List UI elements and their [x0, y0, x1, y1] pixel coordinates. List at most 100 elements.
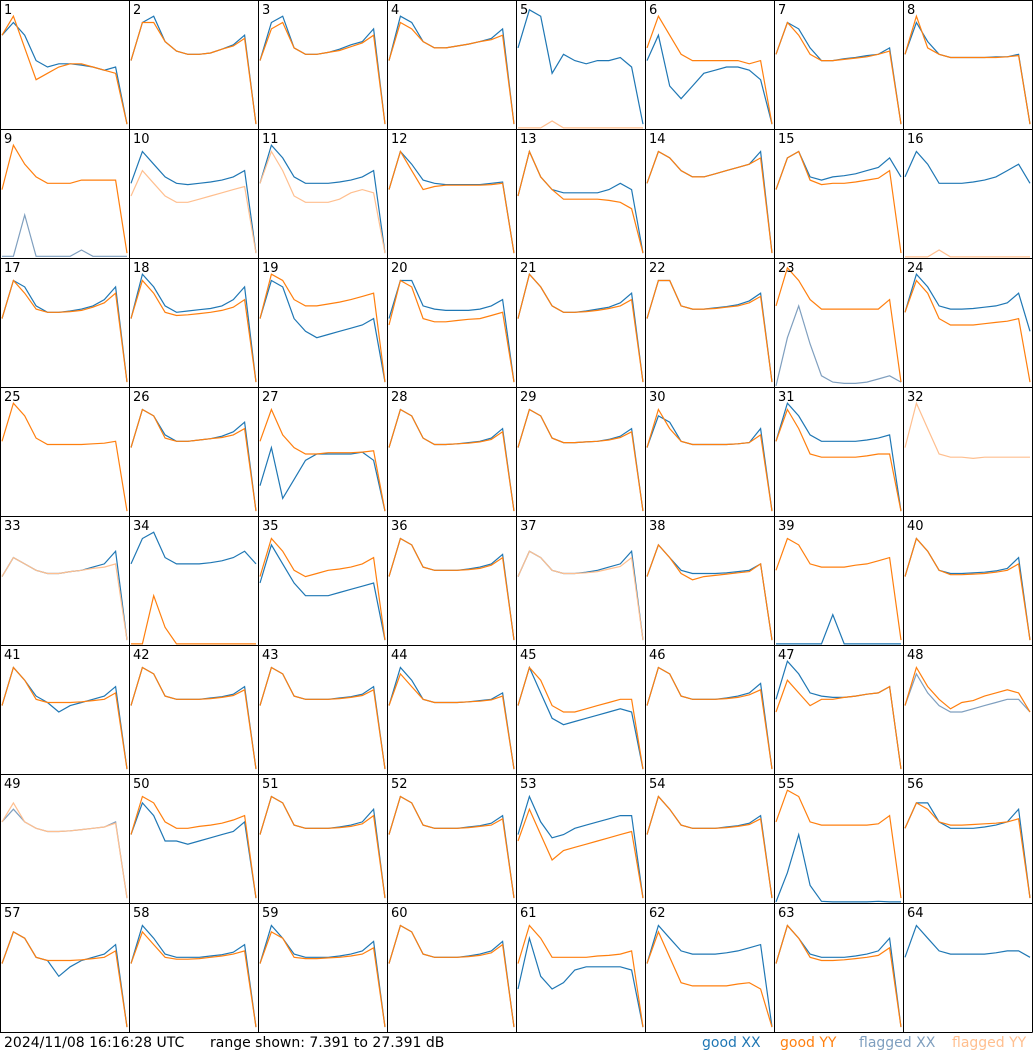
- spectrum-line: [776, 613, 901, 645]
- panel: 52: [388, 777, 515, 899]
- spectrum-line: [130, 801, 257, 899]
- panel: 22: [646, 261, 773, 383]
- spectrum-line: [904, 272, 1031, 332]
- panel-label: 54: [649, 777, 666, 792]
- panel: 49: [1, 777, 128, 899]
- panel: 13: [517, 132, 644, 254]
- panel-label: 43: [262, 648, 279, 663]
- panel-label: 15: [778, 132, 795, 147]
- panel-label: 4: [391, 3, 399, 18]
- spectrum-line: [1, 14, 128, 125]
- panel-label: 60: [391, 906, 408, 921]
- panel-label: 23: [778, 261, 795, 276]
- spectrum-line: [259, 543, 386, 641]
- panel: 18: [130, 261, 257, 383]
- panel-label: 27: [262, 390, 279, 405]
- spectrum-line: [130, 531, 257, 565]
- spectrum-line: [904, 401, 1030, 460]
- spectrum-line: [775, 924, 902, 1028]
- panel-label: 1: [4, 3, 12, 18]
- panel-label: 41: [4, 648, 21, 663]
- panel: 12: [388, 132, 515, 254]
- panel-label: 40: [907, 519, 924, 534]
- spectrum-line: [1, 666, 128, 770]
- spectrum-line: [904, 537, 1031, 641]
- panel: 42: [130, 648, 257, 770]
- panel-label: 6: [649, 3, 657, 18]
- spectrum-line: [130, 279, 257, 383]
- spectrum-line: [517, 666, 644, 770]
- panel-label: 52: [391, 777, 408, 792]
- panel-label: 14: [649, 132, 666, 147]
- panel: 28: [388, 390, 515, 512]
- spectrum-line: [904, 150, 1031, 184]
- panel-label: 44: [391, 648, 408, 663]
- panel: 6: [646, 3, 773, 125]
- spectrum-line: [646, 543, 773, 641]
- spectrum-line: [517, 935, 644, 1028]
- spectrum-line: [646, 408, 773, 512]
- panel: 30: [646, 390, 773, 512]
- panel: 40: [904, 519, 1031, 641]
- panel: 24: [904, 261, 1031, 383]
- spectrum-line: [517, 550, 644, 641]
- spectrum-line: [130, 21, 257, 125]
- panel-label: 34: [133, 519, 150, 534]
- spectrum-line: [130, 795, 257, 899]
- panel-label: 49: [4, 777, 21, 792]
- spectrum-line: [775, 408, 902, 512]
- panel-label: 17: [4, 261, 21, 276]
- panel: 54: [646, 777, 773, 899]
- panel-label: 20: [391, 261, 408, 276]
- spectrum-line: [2, 212, 127, 257]
- panel: 57: [1, 906, 128, 1028]
- panel-label: 37: [520, 519, 537, 534]
- panel: 2: [130, 3, 257, 125]
- panel: 8: [904, 3, 1031, 125]
- spectrum-line: [388, 537, 515, 641]
- panel: 23: [775, 261, 902, 387]
- spectrum-line: [259, 150, 386, 254]
- spectrum-line: [259, 931, 386, 1028]
- panel-label: 10: [133, 132, 150, 147]
- spectrum-line: [646, 33, 773, 125]
- panel: 1: [1, 3, 128, 125]
- spectrum-line: [130, 408, 257, 512]
- spectrum-line: [130, 666, 257, 770]
- panel-label: 26: [133, 390, 150, 405]
- spectrum-line: [517, 408, 644, 512]
- spectrum-line: [259, 924, 386, 1028]
- spectrum-line: [775, 21, 902, 125]
- panel-label: 7: [778, 3, 786, 18]
- panel-label: 16: [907, 132, 924, 147]
- panel-label: 18: [133, 261, 150, 276]
- panel-label: 5: [520, 3, 528, 18]
- panel: 20: [388, 261, 515, 383]
- panel: 51: [259, 777, 386, 899]
- spectrum-line: [259, 279, 386, 383]
- panel: 15: [775, 132, 902, 254]
- panel-label: 55: [778, 777, 795, 792]
- spectrum-line: [775, 679, 902, 770]
- panel-label: 19: [262, 261, 279, 276]
- panel-label: 47: [778, 648, 795, 663]
- panel: 46: [646, 648, 773, 770]
- panel-label: 45: [520, 648, 537, 663]
- panel-label: 21: [520, 261, 537, 276]
- spectrum-line: [130, 272, 257, 383]
- legend-entry: good YY: [780, 1035, 837, 1051]
- panel-label: 24: [907, 261, 924, 276]
- panel-label: 33: [4, 519, 21, 534]
- spectrum-line: [517, 924, 644, 1028]
- panel-label: 28: [391, 390, 408, 405]
- spectrum-line: [517, 272, 644, 383]
- spectrum-line: [646, 666, 773, 770]
- legend-entry: flagged XX: [859, 1035, 936, 1051]
- panel: 56: [904, 777, 1031, 899]
- spectrum-line: [388, 795, 515, 899]
- spectrum-line: [904, 14, 1031, 125]
- panel: 63: [775, 906, 902, 1028]
- panel: 26: [130, 390, 257, 512]
- panel-label: 25: [4, 390, 21, 405]
